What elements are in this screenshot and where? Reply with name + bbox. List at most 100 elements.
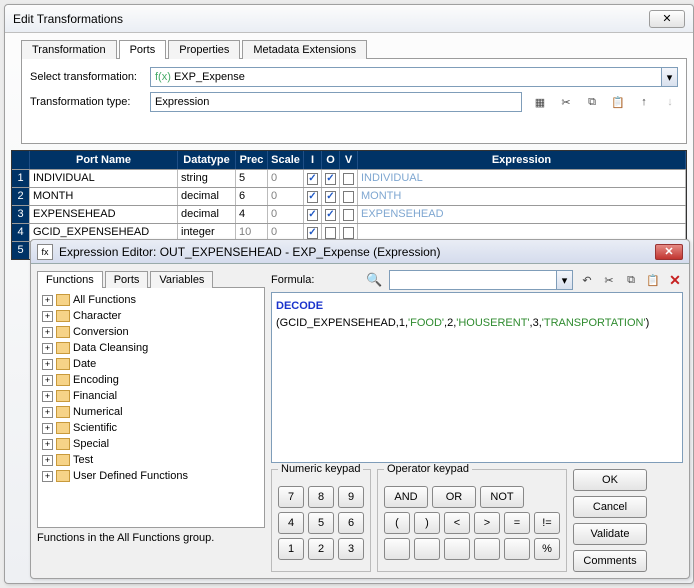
tab-ports[interactable]: Ports	[119, 40, 167, 59]
tree-node[interactable]: +Encoding	[42, 372, 260, 388]
op-button[interactable]: >	[474, 512, 500, 534]
precision-cell[interactable]: 6	[236, 188, 268, 205]
variable-checkbox[interactable]	[340, 206, 358, 223]
op-or[interactable]: OR	[432, 486, 476, 508]
tree-node[interactable]: +All Functions	[42, 292, 260, 308]
cancel-button[interactable]: Cancel	[573, 496, 647, 518]
header-input[interactable]: I	[304, 151, 322, 169]
variable-checkbox[interactable]	[340, 170, 358, 187]
paste-icon[interactable]: 📋	[610, 94, 626, 110]
close-button[interactable]: ✕	[649, 10, 685, 28]
output-checkbox[interactable]	[322, 170, 340, 187]
validate-button[interactable]: Validate	[573, 523, 647, 545]
select-transformation-dropdown[interactable]: ▾	[662, 67, 678, 87]
port-name-cell[interactable]: EXPENSEHEAD	[30, 206, 178, 223]
table-row[interactable]: 2MONTHdecimal60MONTH	[12, 187, 686, 205]
precision-cell[interactable]: 4	[236, 206, 268, 223]
header-expression[interactable]: Expression	[358, 151, 686, 169]
datatype-cell[interactable]: decimal	[178, 206, 236, 223]
op-and[interactable]: AND	[384, 486, 428, 508]
tree-node[interactable]: +Data Cleansing	[42, 340, 260, 356]
keypad-9[interactable]: 9	[338, 486, 364, 508]
keypad-2[interactable]: 2	[308, 538, 334, 560]
precision-cell[interactable]: 5	[236, 170, 268, 187]
keypad-8[interactable]: 8	[308, 486, 334, 508]
expand-icon[interactable]: +	[42, 407, 53, 418]
find-icon[interactable]: 🔍	[366, 272, 382, 288]
input-checkbox[interactable]	[304, 170, 322, 187]
expand-icon[interactable]: +	[42, 423, 53, 434]
op-button[interactable]	[414, 538, 440, 560]
keypad-1[interactable]: 1	[278, 538, 304, 560]
expression-cell[interactable]: EXPENSEHEAD	[358, 206, 686, 223]
tab-metadata-extensions[interactable]: Metadata Extensions	[242, 40, 367, 59]
tree-node[interactable]: +Financial	[42, 388, 260, 404]
op-percent[interactable]: %	[534, 538, 560, 560]
scale-cell[interactable]: 0	[268, 206, 304, 223]
op-button[interactable]: <	[444, 512, 470, 534]
cut-icon[interactable]: ✂	[558, 94, 574, 110]
expand-icon[interactable]: +	[42, 359, 53, 370]
find-field[interactable]	[389, 270, 557, 290]
datatype-cell[interactable]: decimal	[178, 188, 236, 205]
tab-ports-editor[interactable]: Ports	[105, 271, 149, 288]
header-scale[interactable]: Scale	[268, 151, 304, 169]
expand-icon[interactable]: +	[42, 311, 53, 322]
table-row[interactable]: 1INDIVIDUALstring50INDIVIDUAL	[12, 169, 686, 187]
expand-icon[interactable]: +	[42, 471, 53, 482]
keypad-4[interactable]: 4	[278, 512, 304, 534]
tree-node[interactable]: +Test	[42, 452, 260, 468]
editor-close-button[interactable]: ✕	[655, 244, 683, 260]
op-button[interactable]	[384, 538, 410, 560]
output-checkbox[interactable]	[322, 188, 340, 205]
expand-icon[interactable]: +	[42, 343, 53, 354]
tab-properties[interactable]: Properties	[168, 40, 240, 59]
delete-icon[interactable]: ✕	[667, 272, 683, 288]
port-name-cell[interactable]: INDIVIDUAL	[30, 170, 178, 187]
functions-tree[interactable]: +All Functions+Character+Conversion+Data…	[37, 287, 265, 528]
expand-icon[interactable]: +	[42, 455, 53, 466]
tree-node[interactable]: +User Defined Functions	[42, 468, 260, 484]
input-checkbox[interactable]	[304, 188, 322, 205]
scale-cell[interactable]: 0	[268, 170, 304, 187]
expand-icon[interactable]: +	[42, 375, 53, 386]
keypad-3[interactable]: 3	[338, 538, 364, 560]
tree-node[interactable]: +Date	[42, 356, 260, 372]
op-not[interactable]: NOT	[480, 486, 524, 508]
op-button[interactable]	[504, 538, 530, 560]
table-row[interactable]: 3EXPENSEHEADdecimal40EXPENSEHEAD	[12, 205, 686, 223]
op-button[interactable]	[444, 538, 470, 560]
formula-text[interactable]: DECODE (GCID_EXPENSEHEAD,1,'FOOD',2,'HOU…	[271, 292, 683, 463]
keypad-5[interactable]: 5	[308, 512, 334, 534]
tab-transformation[interactable]: Transformation	[21, 40, 117, 59]
variable-checkbox[interactable]	[340, 188, 358, 205]
tree-node[interactable]: +Scientific	[42, 420, 260, 436]
header-variable[interactable]: V	[340, 151, 358, 169]
find-dropdown[interactable]: ▾	[557, 270, 573, 290]
expand-icon[interactable]: +	[42, 439, 53, 450]
tree-node[interactable]: +Conversion	[42, 324, 260, 340]
move-down-icon[interactable]: ↓	[662, 94, 678, 110]
expand-icon[interactable]: +	[42, 391, 53, 402]
tree-node[interactable]: +Numerical	[42, 404, 260, 420]
copy-icon[interactable]: ⧉	[584, 94, 600, 110]
op-button[interactable]: )	[414, 512, 440, 534]
op-button[interactable]	[474, 538, 500, 560]
cut-icon[interactable]: ✂	[601, 272, 617, 288]
comments-button[interactable]: Comments	[573, 550, 647, 572]
tree-node[interactable]: +Special	[42, 436, 260, 452]
copy-icon[interactable]: ⧉	[623, 272, 639, 288]
op-button[interactable]: (	[384, 512, 410, 534]
expression-cell[interactable]: MONTH	[358, 188, 686, 205]
select-transformation-field[interactable]: f(x) EXP_Expense	[150, 67, 662, 87]
paste-icon[interactable]: 📋	[645, 272, 661, 288]
expand-icon[interactable]: +	[42, 327, 53, 338]
tab-variables[interactable]: Variables	[150, 271, 213, 288]
output-checkbox[interactable]	[322, 206, 340, 223]
tab-functions[interactable]: Functions	[37, 271, 103, 288]
port-name-cell[interactable]: MONTH	[30, 188, 178, 205]
scale-cell[interactable]: 0	[268, 188, 304, 205]
datatype-cell[interactable]: string	[178, 170, 236, 187]
new-port-icon[interactable]: ▦	[532, 94, 548, 110]
op-button[interactable]: =	[504, 512, 530, 534]
